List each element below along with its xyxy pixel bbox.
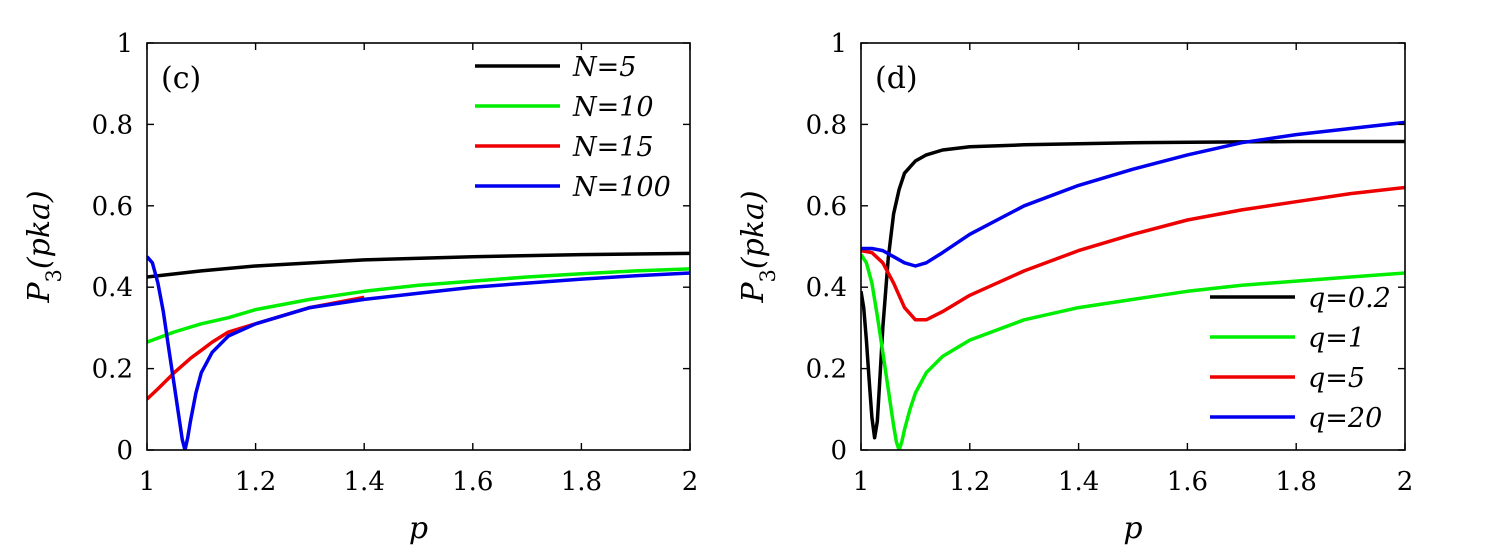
x-axis-label: p [409, 511, 428, 546]
y-tick-label: 0.4 [806, 273, 847, 303]
x-tick-label: 1.4 [1058, 467, 1099, 497]
x-tick-label: 2 [1397, 467, 1414, 497]
chart-panel-d: 1 1.2 1.4 1.6 1.8 2 0 0.2 0.4 0.6 0.8 1 p P3(pka) (d) q… [736, 29, 1413, 546]
series-line-1 [861, 253, 1405, 450]
series-line-2 [147, 295, 365, 401]
series-line-0 [147, 251, 690, 279]
series-line-2 [861, 185, 1405, 322]
legend-label-2: q=5 [1308, 363, 1365, 394]
y-tick-label: 1 [830, 29, 847, 59]
panel-label: (c) [161, 61, 201, 96]
y-tick-label: 1 [116, 29, 133, 59]
series-line-3 [861, 120, 1405, 268]
legend-label-1: q=1 [1308, 323, 1365, 354]
x-tick-label: 1 [139, 467, 156, 497]
x-axis-label: p [1123, 511, 1142, 546]
legend: N=5 N=10 N=15 N=100 [475, 52, 671, 203]
x-tick-label: 1.2 [949, 467, 990, 497]
legend-label-0: N=5 [572, 52, 636, 83]
y-tick-label: 0.2 [92, 355, 133, 385]
legend-label-0: q=0.2 [1308, 283, 1391, 314]
x-tick-label: 2 [682, 467, 699, 497]
legend-label-3: q=20 [1308, 403, 1382, 434]
x-tick-label: 1.6 [1167, 467, 1208, 497]
x-tick-label: 1.2 [235, 467, 276, 497]
legend-label-3: N=100 [572, 172, 671, 203]
series-line-0 [861, 139, 1405, 440]
y-axis-label: P3(pka) [22, 190, 66, 303]
series-line-1 [147, 267, 690, 344]
x-tick-label: 1 [853, 467, 870, 497]
series-line-3 [147, 255, 690, 450]
x-tick-label: 1.6 [452, 467, 493, 497]
panel-label: (d) [875, 61, 918, 96]
y-tick-label: 0 [116, 436, 133, 466]
y-tick-label: 0.8 [806, 110, 847, 140]
y-tick-label: 0.8 [92, 110, 133, 140]
y-tick-label: 0.2 [806, 355, 847, 385]
x-tick-label: 1.8 [1276, 467, 1317, 497]
legend-label-1: N=10 [572, 92, 654, 123]
x-tick-label: 1.4 [344, 467, 385, 497]
x-tick-label: 1.8 [561, 467, 602, 497]
plot-frame [146, 42, 691, 451]
plot-frame [860, 42, 1406, 451]
y-tick-label: 0.6 [92, 192, 133, 222]
y-tick-label: 0.6 [806, 192, 847, 222]
y-tick-label: 0.4 [92, 273, 133, 303]
y-tick-label: 0 [830, 436, 847, 466]
y-axis-label: P3(pka) [736, 190, 780, 303]
legend-label-2: N=15 [572, 132, 654, 163]
chart-panel-c: 1 1.2 1.4 1.6 1.8 2 0 0.2 0.4 0.6 0.8 1 p P3(pka) (c) N… [22, 29, 698, 546]
legend: q=0.2 q=1 q=5 q=20 [1210, 283, 1391, 434]
